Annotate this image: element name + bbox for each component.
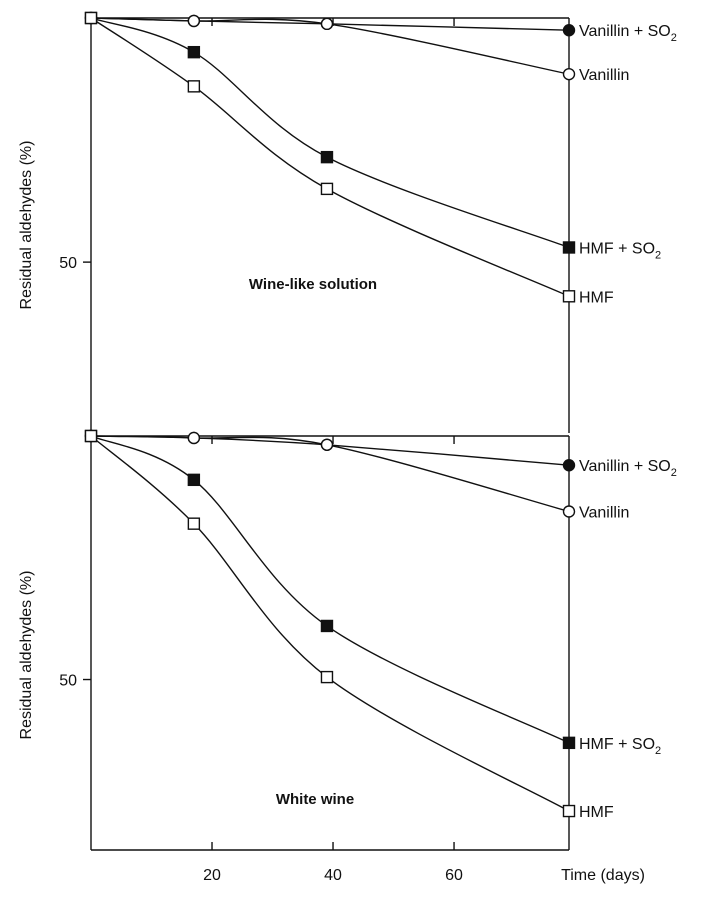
data-point: [187, 473, 201, 487]
data-point: [320, 150, 334, 164]
series-2: Vanillin: [84, 429, 629, 521]
data-point: [187, 80, 201, 93]
data-point: [562, 505, 576, 518]
data-point: [562, 67, 576, 81]
series-line: [90, 17, 570, 297]
series-line: [90, 435, 570, 744]
series-3: HMF + SO2: [84, 429, 661, 757]
series-label: HMF + SO2: [579, 736, 661, 757]
data-point: [562, 736, 576, 750]
data-point: [320, 17, 334, 31]
series-label: HMF: [579, 289, 614, 306]
panel-title: Wine-like solution: [249, 276, 377, 293]
data-point: [320, 670, 334, 684]
data-point: [187, 517, 201, 530]
series-2: Vanillin: [84, 11, 629, 84]
data-point: [320, 182, 334, 196]
x-tick-label: 60: [445, 867, 463, 884]
data-point: [320, 438, 334, 451]
series-3: HMF + SO2: [84, 11, 661, 261]
series-label: Vanillin: [579, 504, 629, 521]
data-point: [562, 290, 576, 303]
panel-title: White wine: [276, 791, 354, 808]
x-tick-label: 20: [203, 867, 221, 884]
x-axis-label: Time (days): [561, 867, 645, 884]
data-point: [187, 431, 201, 445]
data-point: [320, 619, 334, 633]
y-tick-label: 50: [59, 673, 77, 690]
series-4: HMF: [84, 429, 614, 821]
data-point: [84, 429, 98, 443]
data-point: [562, 24, 576, 37]
series-4: HMF: [84, 11, 614, 306]
series-line: [90, 17, 570, 75]
series-label: Vanillin + SO2: [579, 458, 677, 479]
series-label: HMF: [579, 804, 614, 821]
data-point: [562, 804, 576, 818]
series-label: HMF + SO2: [579, 240, 661, 261]
series-line: [90, 17, 570, 249]
data-point: [84, 11, 98, 25]
x-tick-label: 40: [324, 867, 342, 884]
data-point: [562, 241, 576, 254]
y-axis-label: Residual aldehydes (%): [18, 141, 35, 310]
series-label: Vanillin + SO2: [579, 23, 677, 44]
series-line: [90, 435, 570, 812]
series-1: Vanillin + SO2: [84, 11, 677, 44]
series-line: [90, 435, 570, 513]
panel-2: 20 40 60 Time (days) 50 Residual aldehydes (%…: [18, 429, 677, 884]
data-point: [187, 45, 201, 59]
series-label: Vanillin: [579, 67, 629, 84]
y-axis-label: Residual aldehydes (%): [18, 571, 35, 740]
data-point: [562, 459, 576, 472]
panel-1: 50 Residual aldehydes (%) Wine-like soluti…: [18, 11, 677, 433]
data-point: [187, 14, 201, 28]
y-tick-label: 50: [59, 255, 77, 272]
